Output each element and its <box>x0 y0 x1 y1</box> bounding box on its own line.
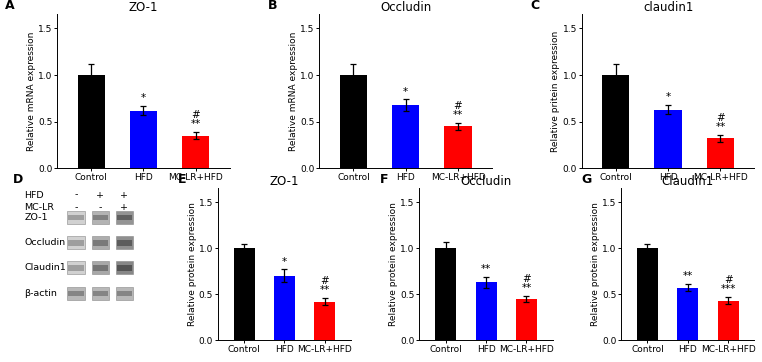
Text: D: D <box>13 173 23 186</box>
Y-axis label: Relative protein expression: Relative protein expression <box>591 202 600 326</box>
Text: #: # <box>453 101 463 110</box>
Bar <box>92 240 107 245</box>
Y-axis label: Relative protein expression: Relative protein expression <box>389 202 399 326</box>
Bar <box>116 211 133 224</box>
Text: +: + <box>120 190 128 199</box>
Bar <box>78 75 104 168</box>
Text: **: ** <box>481 264 491 274</box>
Bar <box>516 299 537 340</box>
Bar <box>68 287 85 300</box>
Title: Occludin: Occludin <box>380 1 431 14</box>
Text: β-actin: β-actin <box>24 289 57 298</box>
Bar <box>315 302 335 340</box>
Title: ZO-1: ZO-1 <box>129 1 158 14</box>
Title: Claudin1: Claudin1 <box>661 175 714 188</box>
Bar <box>274 276 295 340</box>
Text: *: * <box>403 87 408 97</box>
Bar <box>435 248 456 340</box>
Title: Occludin: Occludin <box>460 175 512 188</box>
Bar <box>392 105 419 168</box>
Text: Occludin: Occludin <box>24 238 66 247</box>
Y-axis label: Relative pritein expression: Relative pritein expression <box>552 31 561 152</box>
Y-axis label: Relative mRNA expression: Relative mRNA expression <box>27 32 36 151</box>
Bar <box>92 215 107 220</box>
Bar <box>602 75 629 168</box>
Bar <box>69 291 84 296</box>
Bar <box>130 110 157 168</box>
Bar <box>475 282 497 340</box>
Bar <box>91 211 109 224</box>
Text: Claudin1: Claudin1 <box>24 263 66 272</box>
Text: #: # <box>522 274 531 284</box>
Bar <box>117 291 132 296</box>
Bar <box>91 287 109 300</box>
Text: A: A <box>5 0 15 12</box>
Text: **: ** <box>521 283 532 293</box>
Bar <box>655 110 682 168</box>
Bar <box>68 236 85 249</box>
Bar <box>234 248 255 340</box>
Bar <box>707 139 734 168</box>
Title: claudin1: claudin1 <box>643 1 693 14</box>
Text: -: - <box>98 203 102 212</box>
Bar <box>677 288 698 340</box>
Bar <box>91 236 109 249</box>
Text: -: - <box>75 203 78 212</box>
Text: -: - <box>75 190 78 199</box>
Text: MC-LR: MC-LR <box>24 203 54 212</box>
Bar <box>92 291 107 296</box>
Text: E: E <box>178 173 187 186</box>
Y-axis label: Relative protein expression: Relative protein expression <box>187 202 197 326</box>
Bar <box>117 215 132 220</box>
Bar <box>637 248 658 340</box>
Text: **: ** <box>320 285 330 295</box>
Text: +: + <box>120 203 128 212</box>
Bar <box>116 261 133 274</box>
Bar <box>69 215 84 220</box>
Bar <box>68 261 85 274</box>
Text: **: ** <box>190 119 201 129</box>
Text: *: * <box>665 92 671 102</box>
Text: C: C <box>530 0 539 12</box>
Text: **: ** <box>716 122 725 132</box>
Y-axis label: Relative mRNA expression: Relative mRNA expression <box>289 32 298 151</box>
Bar <box>69 265 84 270</box>
Text: ***: *** <box>720 284 736 294</box>
Text: F: F <box>379 173 388 186</box>
Bar <box>116 236 133 249</box>
Bar <box>444 126 472 168</box>
Bar <box>718 301 738 340</box>
Text: *: * <box>282 257 287 266</box>
Text: #: # <box>724 275 732 285</box>
Bar <box>116 287 133 300</box>
Text: #: # <box>321 276 329 286</box>
Bar <box>117 265 132 270</box>
Text: #: # <box>716 113 725 123</box>
Text: G: G <box>581 173 591 186</box>
Text: +: + <box>96 190 104 199</box>
Bar <box>69 240 84 245</box>
Bar <box>182 136 210 168</box>
Text: HFD: HFD <box>24 190 43 199</box>
Bar <box>68 211 85 224</box>
Text: **: ** <box>453 110 463 120</box>
Text: B: B <box>267 0 277 12</box>
Text: **: ** <box>683 271 693 281</box>
Text: #: # <box>191 110 200 120</box>
Bar <box>91 261 109 274</box>
Bar <box>340 75 367 168</box>
Bar <box>117 240 132 245</box>
Text: ZO-1: ZO-1 <box>24 213 48 222</box>
Bar <box>92 265 107 270</box>
Title: ZO-1: ZO-1 <box>270 175 299 188</box>
Text: *: * <box>141 93 146 103</box>
